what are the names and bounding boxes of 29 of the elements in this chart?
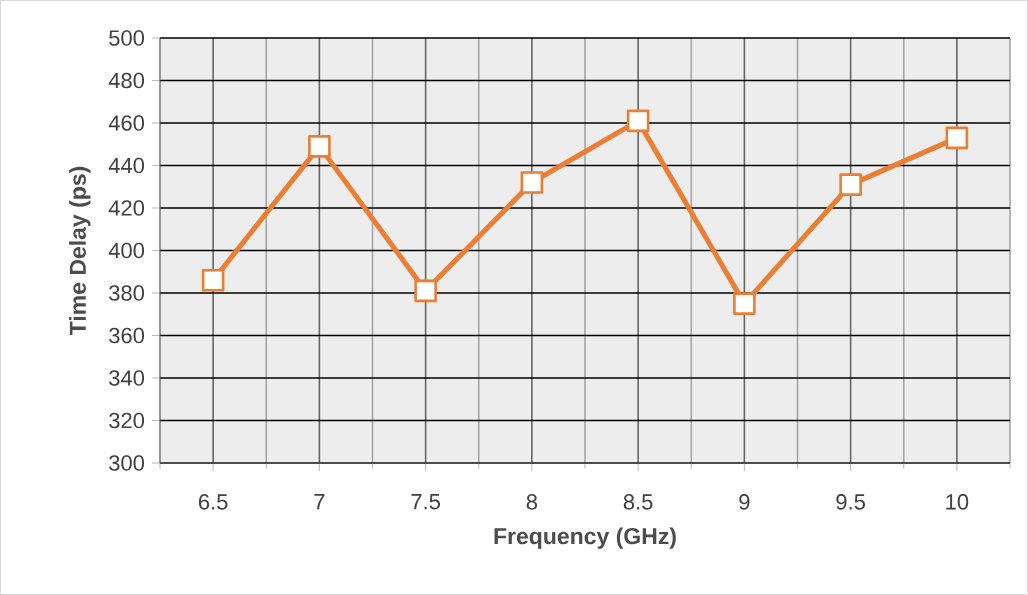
x-tick-label: 9.5 <box>836 494 865 510</box>
point <box>626 109 650 133</box>
point <box>839 173 862 196</box>
point <box>414 279 437 303</box>
y-axis-title: Time Delay (ps) <box>69 166 91 336</box>
x-tick-label: 7.5 <box>411 494 440 510</box>
point <box>308 135 331 158</box>
x-tick-label: 8 <box>526 494 538 510</box>
y-tick-label: 440 <box>108 157 145 174</box>
y-tick-label: 360 <box>109 327 145 344</box>
y-tick-label: 400 <box>108 242 145 259</box>
y-tick-label: 300 <box>109 455 145 471</box>
point <box>945 126 969 150</box>
y-tick-label: 500 <box>109 30 145 46</box>
point <box>201 268 225 292</box>
x-tick-label: 6.5 <box>198 494 228 510</box>
y-tick-label: 340 <box>109 370 145 386</box>
y-tick-label: 380 <box>109 285 145 301</box>
x-tick-label: 9 <box>739 494 750 510</box>
x-axis-title: Frequency (GHz) <box>494 527 676 549</box>
y-tick-label: 460 <box>108 115 145 131</box>
x-tick-label: 10 <box>946 494 969 510</box>
x-tick-label: 8.5 <box>623 494 653 510</box>
point <box>733 292 756 315</box>
x-tick-label: 7 <box>314 494 325 510</box>
y-tick-label: 420 <box>108 200 145 216</box>
point <box>520 171 544 194</box>
y-tick-label: 480 <box>108 72 145 89</box>
y-tick-label: 320 <box>109 412 145 429</box>
